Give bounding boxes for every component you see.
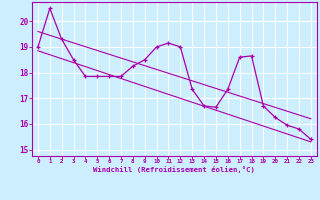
X-axis label: Windchill (Refroidissement éolien,°C): Windchill (Refroidissement éolien,°C) xyxy=(93,166,255,173)
